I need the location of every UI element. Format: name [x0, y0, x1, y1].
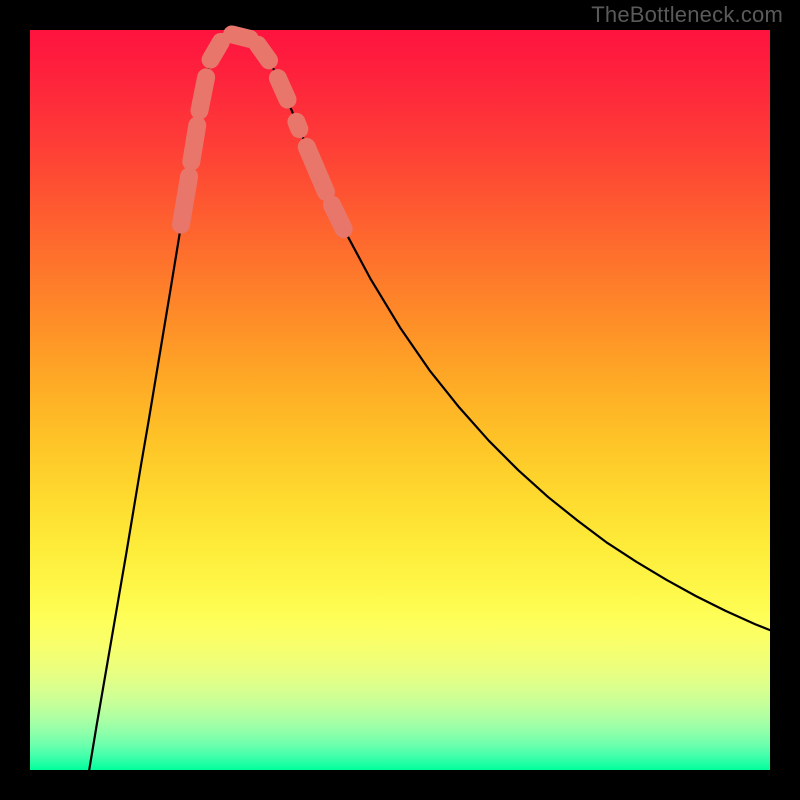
data-point-marker	[307, 147, 326, 192]
chart-canvas: TheBottleneck.com	[0, 0, 800, 800]
data-point-marker	[258, 45, 269, 61]
data-point-marker	[232, 34, 250, 38]
data-point-marker	[191, 125, 197, 161]
curve-right-branch	[237, 33, 770, 630]
data-point-marker	[181, 177, 189, 225]
curve-left-branch	[89, 33, 237, 770]
data-point-markers	[181, 34, 344, 229]
data-point-marker	[296, 122, 299, 129]
watermark-text: TheBottleneck.com	[591, 2, 783, 28]
data-point-marker	[278, 78, 288, 99]
data-point-marker	[211, 42, 221, 60]
bottleneck-curve-svg	[0, 0, 800, 800]
data-point-marker	[332, 205, 344, 229]
data-point-marker	[199, 77, 206, 110]
